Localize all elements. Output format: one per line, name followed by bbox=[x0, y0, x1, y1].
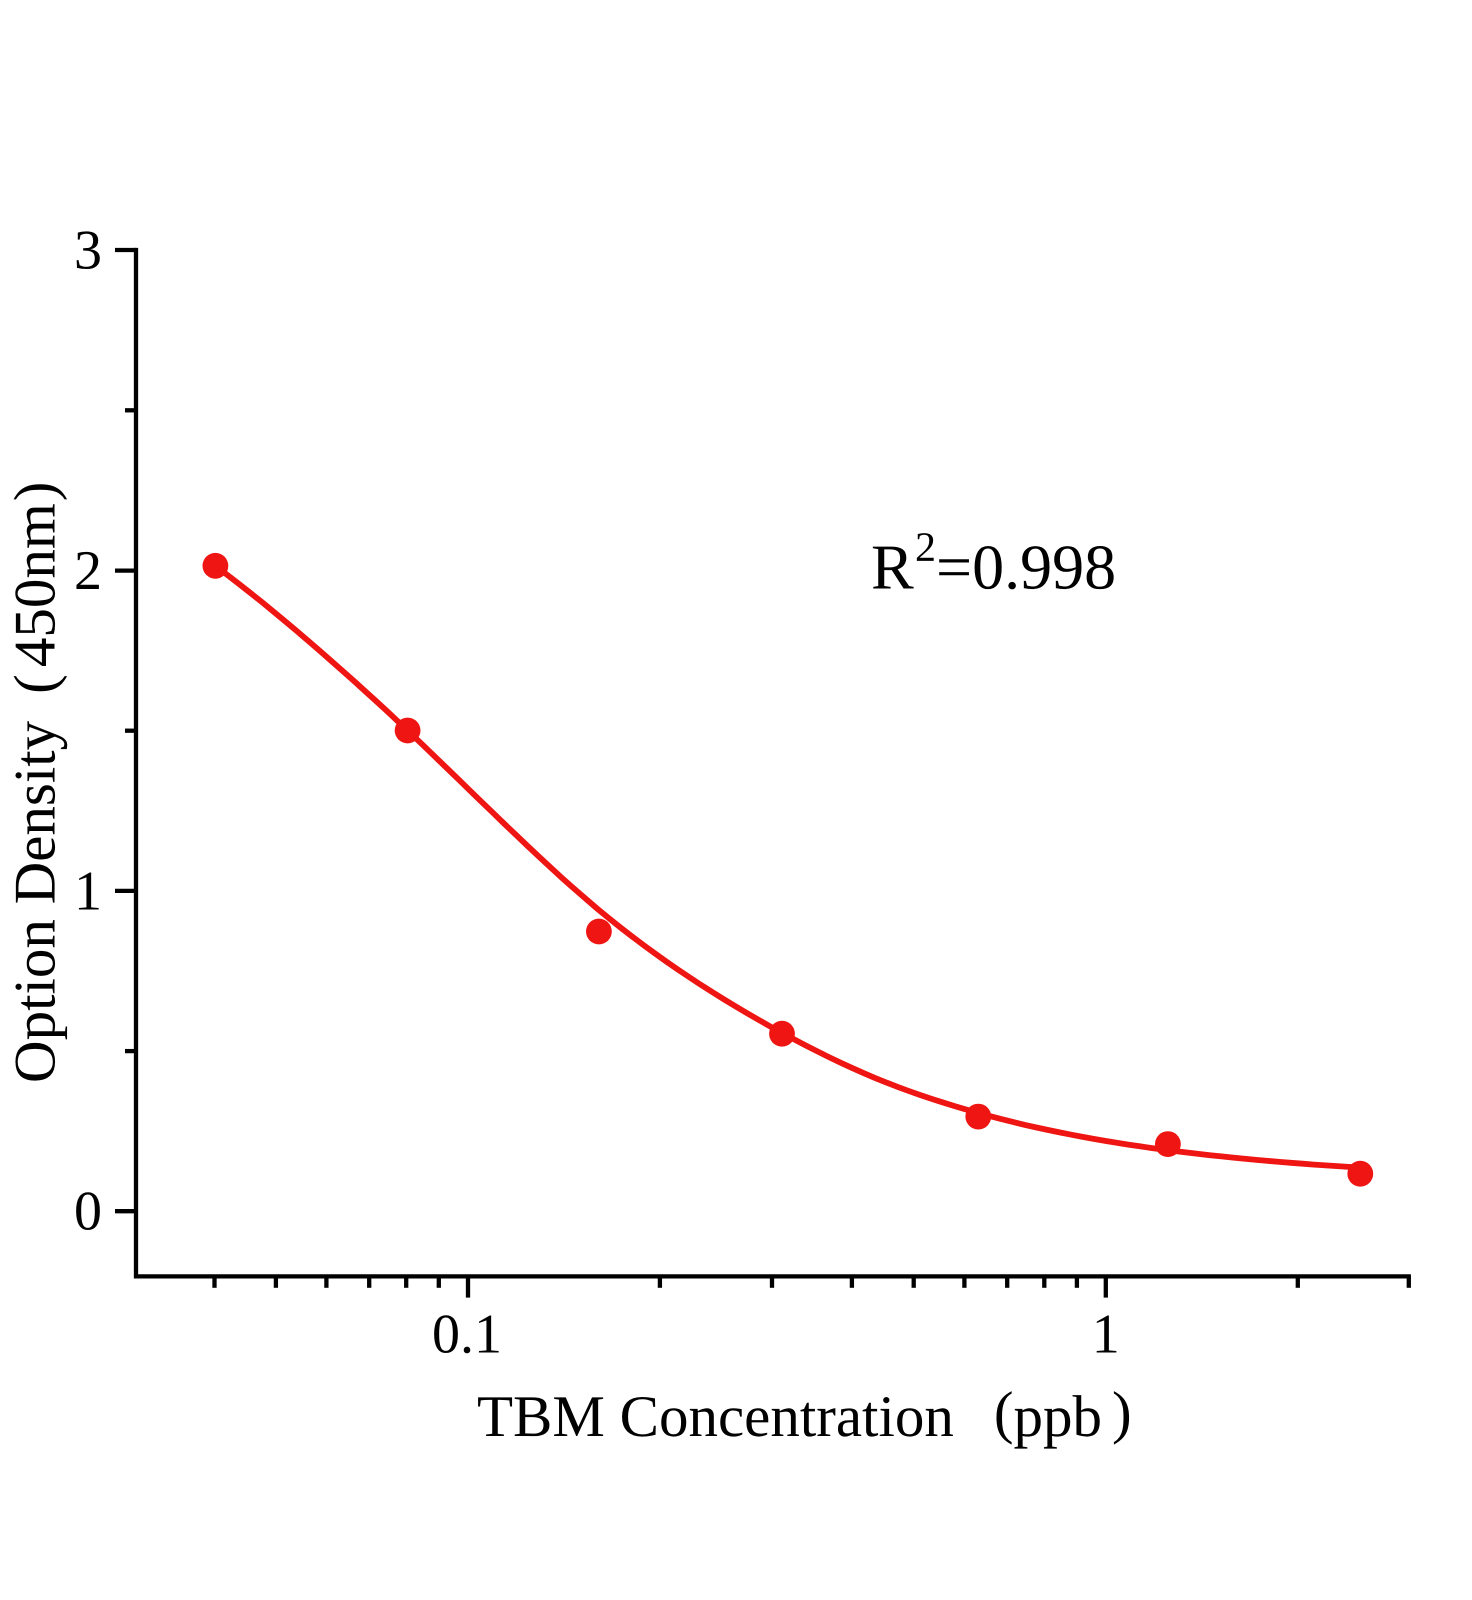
svg-text:Option Density(450nm): Option Density(450nm) bbox=[2, 482, 68, 1083]
svg-text:2: 2 bbox=[74, 540, 102, 602]
svg-text:0: 0 bbox=[74, 1181, 102, 1243]
svg-text:TBM Concentration(ppb): TBM Concentration (ppb) bbox=[477, 1379, 1132, 1449]
svg-text:R: R bbox=[871, 532, 914, 603]
svg-text:1: 1 bbox=[74, 860, 102, 922]
svg-text:=0.998: =0.998 bbox=[936, 532, 1116, 603]
svg-text:1: 1 bbox=[1092, 1304, 1120, 1366]
svg-text:3: 3 bbox=[74, 220, 102, 282]
svg-text:0.1: 0.1 bbox=[432, 1304, 502, 1366]
